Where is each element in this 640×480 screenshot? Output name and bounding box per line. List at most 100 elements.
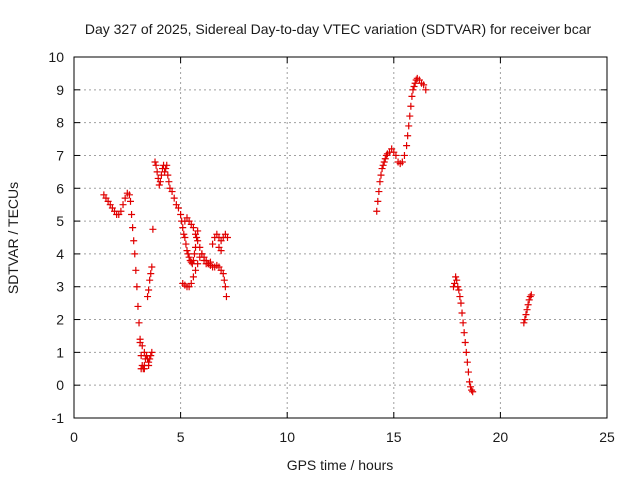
data-point xyxy=(184,250,192,258)
grid xyxy=(74,57,607,418)
data-point xyxy=(128,211,136,219)
data-point xyxy=(527,291,535,299)
y-tick-label: 4 xyxy=(56,246,64,262)
data-point xyxy=(398,158,406,166)
data-point xyxy=(411,79,419,87)
data-point xyxy=(525,296,533,304)
data-point xyxy=(376,178,384,186)
y-tick-label: 2 xyxy=(56,312,64,328)
data-point xyxy=(408,92,416,100)
data-point xyxy=(149,225,157,233)
data-point xyxy=(168,188,176,196)
data-point xyxy=(126,197,134,205)
data-point xyxy=(180,230,188,238)
data-point xyxy=(130,237,138,245)
data-point xyxy=(148,263,156,271)
data-point xyxy=(121,194,129,202)
y-tick-label: 1 xyxy=(56,344,64,360)
chart-title: Day 327 of 2025, Sidereal Day-to-day VTE… xyxy=(85,21,592,37)
data-point xyxy=(192,230,200,238)
data-point xyxy=(520,319,528,327)
data-point xyxy=(161,168,169,176)
y-tick-label: 9 xyxy=(56,82,64,98)
data-point xyxy=(461,339,469,347)
data-point xyxy=(523,306,531,314)
y-tick-label: 7 xyxy=(56,147,64,163)
data-point xyxy=(209,240,217,248)
data-point xyxy=(134,302,142,310)
data-point xyxy=(147,270,155,278)
data-point xyxy=(148,348,156,356)
data-point xyxy=(462,348,470,356)
data-point xyxy=(406,112,414,120)
data-point xyxy=(456,293,464,301)
data-point xyxy=(374,197,382,205)
plot-frame xyxy=(73,56,608,419)
data-point xyxy=(129,224,137,232)
data-point xyxy=(170,194,178,202)
data-point xyxy=(464,368,472,376)
y-tick-label: -1 xyxy=(52,410,65,426)
data-point xyxy=(179,224,187,232)
data-point xyxy=(189,256,197,264)
data-point xyxy=(163,161,171,169)
data-point xyxy=(136,335,144,343)
data-point xyxy=(521,316,529,324)
data-point xyxy=(156,178,164,186)
data-point xyxy=(155,181,163,189)
data-point xyxy=(524,301,532,309)
data-point xyxy=(181,234,189,241)
data-point xyxy=(146,276,154,284)
data-point xyxy=(224,234,232,241)
data-point xyxy=(142,352,150,360)
data-point xyxy=(460,329,468,337)
data-point xyxy=(454,283,462,291)
data-point xyxy=(467,383,475,391)
data-point xyxy=(379,161,387,169)
x-tick-label: 25 xyxy=(599,429,615,445)
data-point xyxy=(459,319,467,327)
data-point xyxy=(469,388,477,396)
data-point xyxy=(194,260,202,268)
data-point xyxy=(222,293,230,301)
data-point xyxy=(185,253,193,261)
data-point xyxy=(217,247,225,255)
data-point xyxy=(403,142,411,150)
data-point xyxy=(378,165,386,173)
data-point xyxy=(196,243,204,251)
x-tick-label: 15 xyxy=(386,429,402,445)
data-point xyxy=(452,273,460,281)
y-tick-label: 8 xyxy=(56,115,64,131)
data-point xyxy=(377,171,385,179)
data-point xyxy=(381,155,389,163)
data-point xyxy=(138,342,146,350)
data-point xyxy=(177,211,185,219)
data-point xyxy=(152,161,160,169)
data-point xyxy=(183,247,191,255)
data-point xyxy=(189,224,197,232)
data-point xyxy=(144,293,152,301)
data-point xyxy=(221,283,229,291)
y-tick-label: 6 xyxy=(56,180,64,196)
data-point xyxy=(455,286,463,294)
data-point xyxy=(194,237,202,245)
data-point xyxy=(131,250,139,258)
data-point xyxy=(192,266,200,274)
data-point xyxy=(373,207,381,215)
data-point xyxy=(146,355,154,363)
data-point xyxy=(119,201,127,209)
data-point xyxy=(468,386,476,394)
data-point xyxy=(182,240,190,248)
x-axis-label: GPS time / hours xyxy=(287,457,394,473)
x-tick-label: 10 xyxy=(279,429,295,445)
data-point xyxy=(193,234,201,241)
data-point xyxy=(407,102,415,110)
data-point xyxy=(409,86,417,94)
y-tick-label: 5 xyxy=(56,213,64,229)
data-point xyxy=(405,122,413,130)
data-point xyxy=(400,151,408,159)
data-point xyxy=(422,86,430,94)
data-point xyxy=(125,191,133,199)
data-point xyxy=(164,171,172,179)
